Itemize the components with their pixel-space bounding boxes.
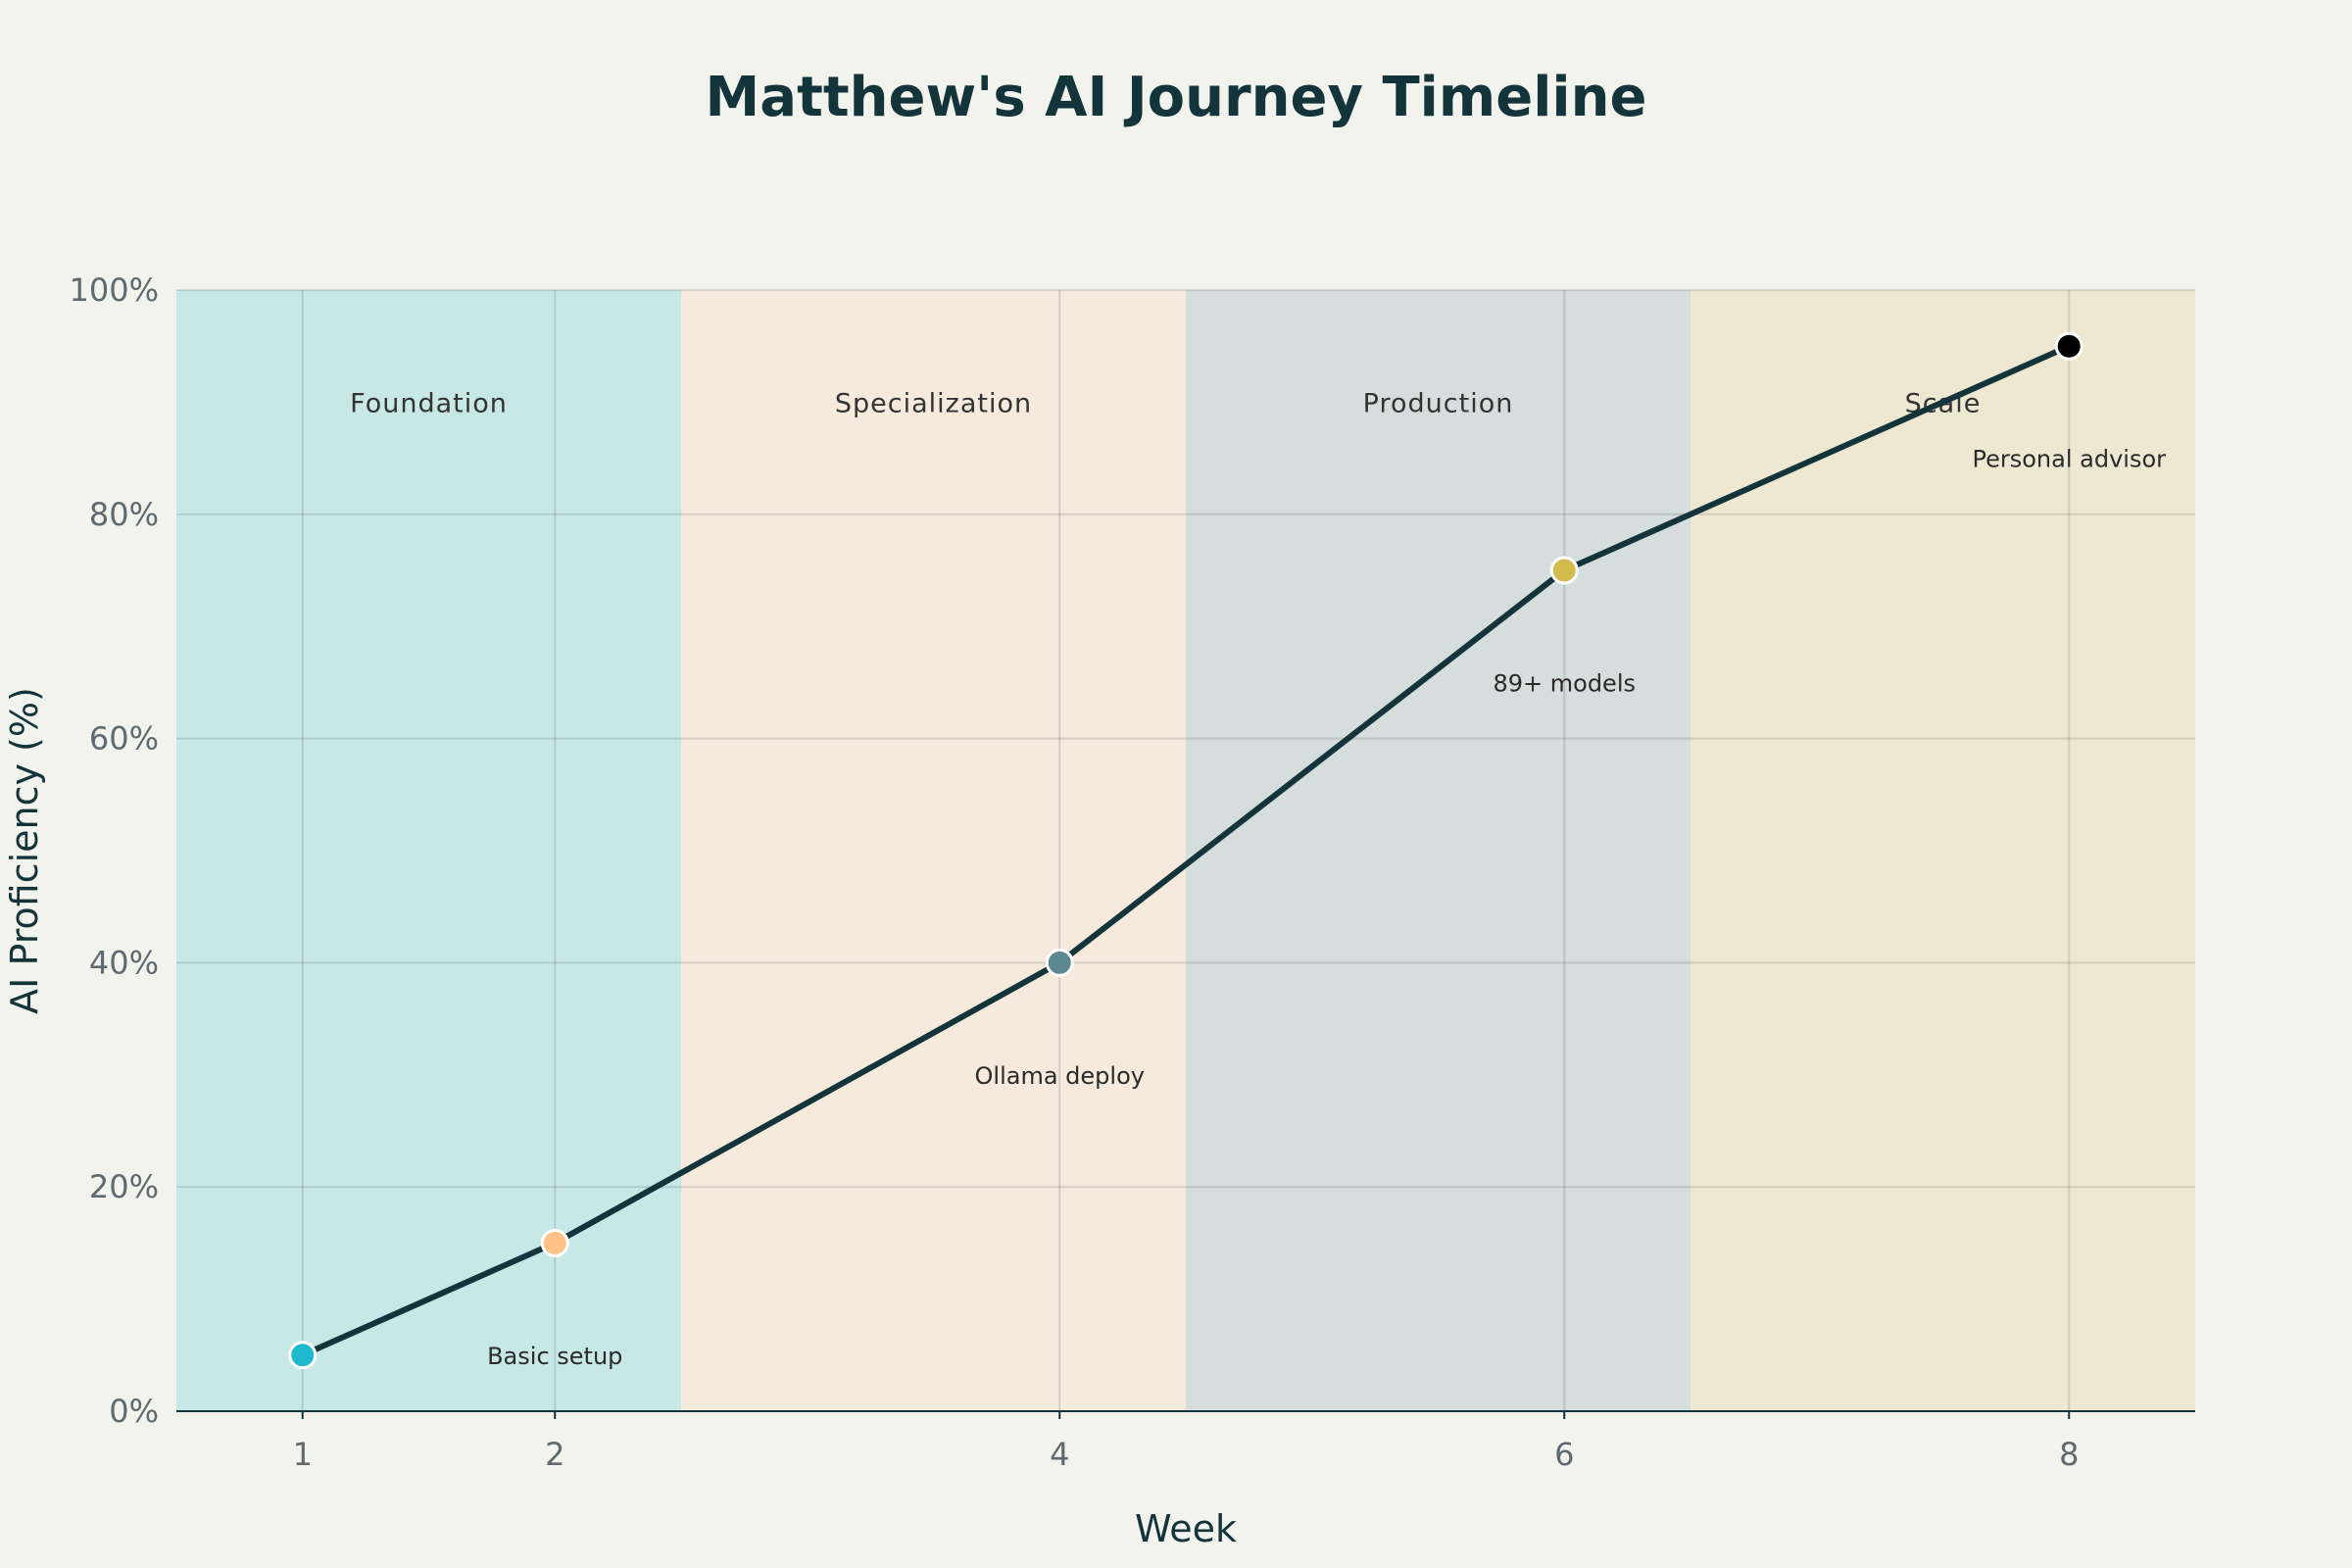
x-tick-label: 8	[2059, 1436, 2079, 1473]
phase-band-production	[1186, 290, 1690, 1411]
grid-lines	[176, 289, 2195, 1411]
y-axis-title: AI Proficiency (%)	[3, 687, 46, 1014]
phase-label: Production	[1363, 388, 1514, 418]
phase-band-foundation	[176, 290, 681, 1411]
y-tick-label: 0%	[109, 1393, 159, 1430]
x-tick-label: 6	[1554, 1436, 1574, 1473]
phase-bands	[176, 290, 2195, 1411]
annotation-label: Basic setup	[487, 1343, 622, 1370]
y-tick-label: 40%	[89, 944, 159, 981]
data-point-week-6	[1549, 556, 1579, 585]
annotation-label: 89+ models	[1493, 669, 1636, 697]
chart-title: Matthew's AI Journey Timeline	[706, 66, 1647, 129]
x-tick-label: 4	[1050, 1436, 1069, 1473]
y-tick-label: 100%	[70, 271, 159, 309]
data-point-week-1	[288, 1341, 318, 1370]
y-tick-label: 60%	[89, 720, 159, 758]
phase-label: Specialization	[835, 388, 1032, 418]
data-point-week-8	[2054, 331, 2083, 361]
annotation-label: Personal advisor	[1972, 446, 2166, 473]
x-tick-label: 1	[293, 1436, 313, 1473]
phase-band-specialization	[681, 290, 1186, 1411]
data-point-week-2	[540, 1228, 569, 1257]
x-axis-title: Week	[1135, 1507, 1237, 1550]
data-point-week-4	[1045, 948, 1074, 977]
y-tick-label: 20%	[89, 1168, 159, 1205]
phase-label: Foundation	[350, 388, 508, 418]
y-tick-label: 80%	[89, 496, 159, 533]
annotation-label: Ollama deploy	[975, 1062, 1145, 1090]
x-tick-label: 2	[545, 1436, 564, 1473]
